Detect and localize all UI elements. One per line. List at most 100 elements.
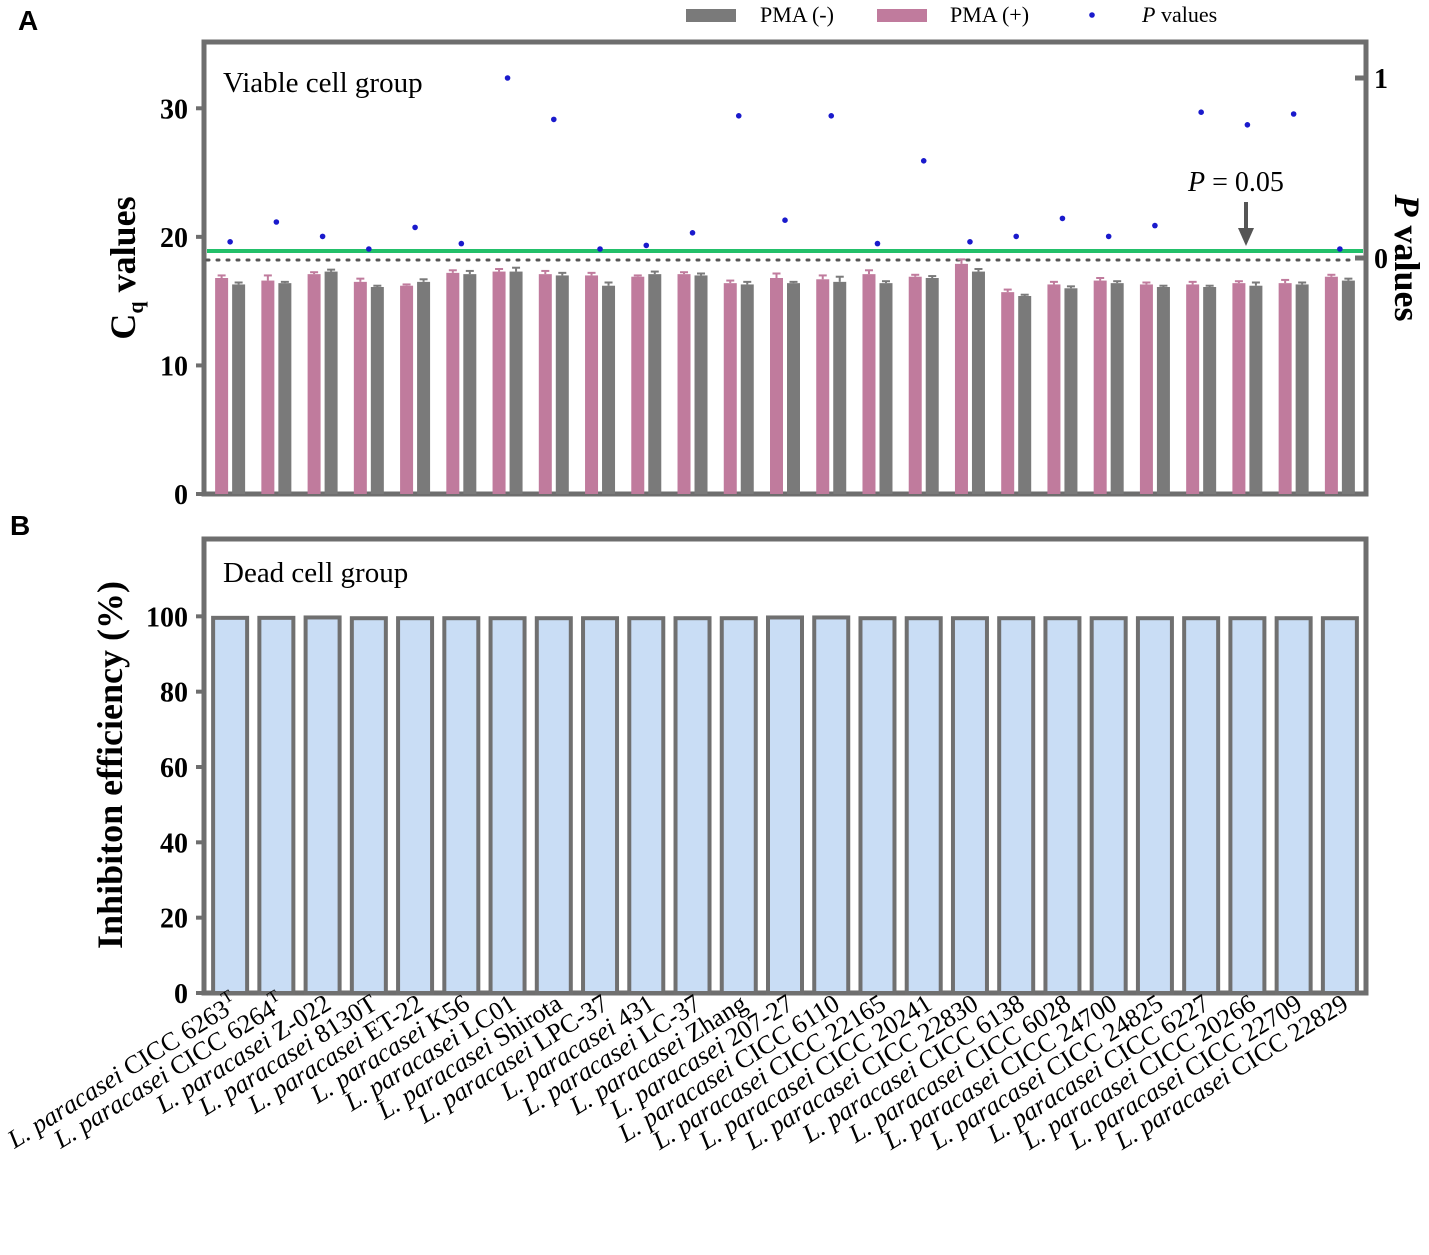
panel-a-y-label: Cq values (103, 196, 148, 339)
panel-a-y-axis: 0 10 20 30 (160, 94, 204, 511)
panel-b-label: B (10, 510, 30, 541)
bar-pma-minus (833, 281, 847, 494)
bar-pma-minus (925, 278, 939, 494)
bar-pma-plus (677, 274, 691, 494)
pvalue-point (920, 158, 927, 164)
pvalue-point (874, 240, 881, 247)
bar-inhibition-efficiency (211, 615, 250, 996)
y-tick-label: 40 (160, 828, 188, 859)
panel-b-y-label: Inhibiton efficiency (%) (90, 581, 130, 949)
bar-pma-minus (1341, 280, 1355, 494)
bar-pma-plus (770, 278, 783, 494)
bar-pma-minus (740, 284, 754, 494)
legend-label-pma-minus: PMA (-) (760, 2, 834, 27)
bar-pma-minus (648, 274, 662, 494)
bar-inhibition-efficiency (396, 616, 435, 995)
bar-pma-minus (1064, 288, 1078, 494)
panel-a-y2-label: P values (1387, 193, 1427, 321)
bar-inhibition-efficiency (1089, 616, 1128, 995)
y-tick-label: 100 (146, 602, 188, 633)
bar-inhibition-efficiency (534, 616, 573, 995)
pvalue-point (828, 113, 835, 119)
panel-a-frame (201, 39, 1369, 497)
bar-pma-plus (631, 276, 645, 494)
pvalue-point (782, 217, 788, 223)
bar-pma-plus (1324, 276, 1338, 494)
pvalue-point (227, 239, 233, 245)
pvalue-point (689, 230, 696, 236)
bar-pma-plus (862, 274, 876, 494)
pvalue-point (551, 116, 557, 123)
y2-tick-label: 0 (1374, 244, 1388, 275)
bar-pma-minus (879, 283, 893, 494)
pvalue-point (1337, 246, 1343, 252)
threshold-annotation: P = 0.05 (1187, 167, 1284, 198)
pvalue-point (967, 239, 973, 245)
bar-inhibition-efficiency (349, 616, 388, 995)
y-tick-label: 20 (160, 223, 188, 254)
pvalue-point (366, 246, 372, 252)
bar-inhibition-efficiency (673, 616, 712, 995)
bar-inhibition-efficiency (581, 616, 620, 995)
y-tick-label: 80 (160, 678, 188, 709)
bar-pma-plus (1139, 284, 1153, 494)
bar-inhibition-efficiency (1043, 616, 1082, 995)
bar-pma-plus (1186, 284, 1200, 494)
panel-a-annotation: Viable cell group (223, 67, 423, 99)
bar-pma-plus (1278, 283, 1292, 494)
bar-pma-minus (787, 283, 800, 494)
pvalue-point (1105, 233, 1112, 240)
bar-pma-minus (1156, 287, 1170, 494)
y-tick-label: 10 (160, 351, 188, 382)
bar-inhibition-efficiency (303, 615, 342, 995)
bar-pma-plus (1047, 284, 1061, 494)
bar-pma-minus (555, 275, 569, 494)
bar-pma-minus (602, 285, 616, 494)
bar-pma-minus (1295, 284, 1309, 494)
pvalue-point (1290, 111, 1297, 117)
bar-pma-plus (307, 274, 321, 494)
pvalue-point (319, 233, 326, 240)
bar-pma-minus (509, 271, 523, 494)
bar-inhibition-efficiency (1135, 616, 1174, 995)
bar-inhibition-efficiency (627, 616, 666, 995)
pvalue-point (643, 242, 650, 249)
bar-inhibition-efficiency (766, 615, 804, 995)
bar-pma-minus (971, 271, 985, 494)
y-tick-label: 20 (160, 904, 188, 935)
bar-pma-plus (954, 263, 968, 494)
bar-pma-minus (694, 275, 708, 494)
bar-inhibition-efficiency (1320, 616, 1359, 995)
bar-inhibition-efficiency (1182, 616, 1221, 995)
panel-b-y-axis: 0 20 40 60 80 100 (146, 602, 204, 1010)
pvalue-point (1152, 222, 1158, 229)
bar-pma-plus (400, 285, 414, 494)
y2-tick-label: 1 (1374, 64, 1388, 95)
pvalue-point (273, 219, 280, 225)
bar-pma-minus (370, 287, 384, 494)
pvalue-point (1198, 109, 1204, 115)
panel-a-pvalue-points (227, 75, 1343, 252)
bar-pma-plus (353, 281, 367, 494)
panel-b: Dead cell group 0 20 40 60 80 100 Inhibiton e… (90, 536, 1369, 1010)
bar-inhibition-efficiency (997, 616, 1036, 995)
panel-a-reference-lines (205, 249, 1363, 262)
panel-b-bars (211, 615, 1359, 996)
bar-pma-plus (585, 275, 599, 494)
legend-swatch-pma-plus (877, 9, 927, 22)
pvalue-point (504, 75, 511, 81)
panel-a-bars (215, 258, 1355, 494)
y-tick-label: 0 (174, 979, 188, 1010)
y-tick-label: 60 (160, 753, 188, 784)
bar-pma-minus (1249, 285, 1263, 494)
bar-inhibition-efficiency (950, 616, 989, 995)
panel-b-annotation: Dead cell group (223, 557, 408, 589)
y-tick-label: 30 (160, 94, 188, 125)
bar-pma-plus (908, 276, 922, 494)
bar-pma-minus (278, 283, 292, 494)
panel-a-y2-axis: 01 (1355, 64, 1388, 275)
bar-pma-plus (1232, 283, 1246, 494)
y-tick-label: 0 (174, 480, 188, 511)
